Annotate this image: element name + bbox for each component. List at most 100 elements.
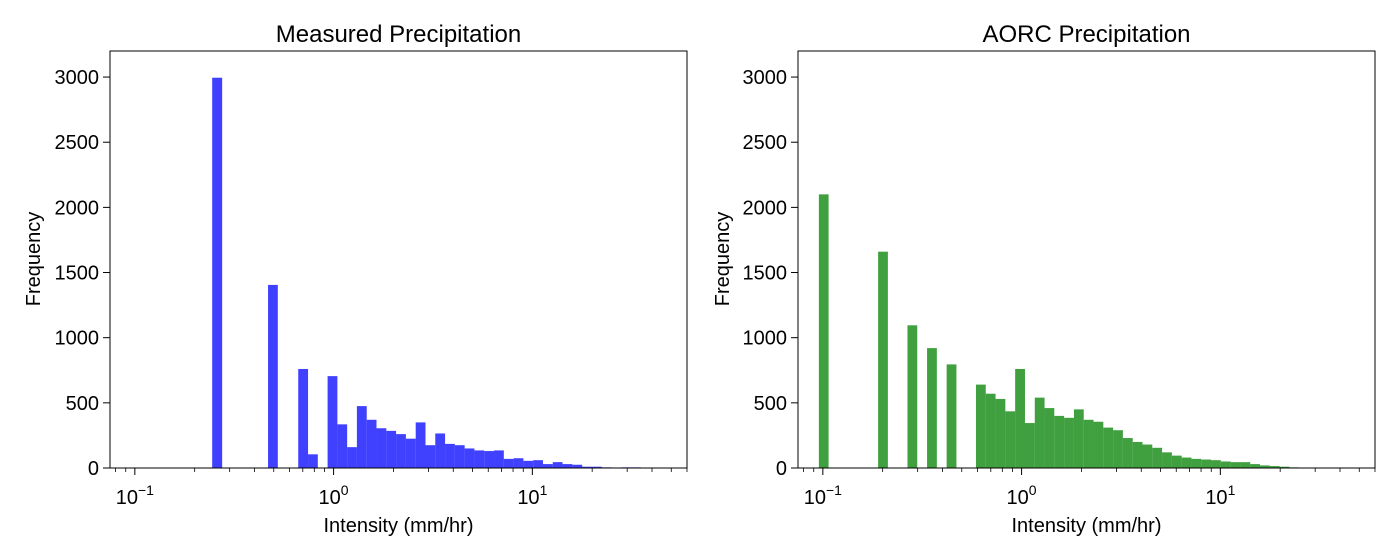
histogram-bar [1142, 444, 1153, 468]
y-tick-label: 1000 [55, 328, 100, 350]
histogram-bar [1152, 447, 1163, 468]
histogram-bar [1005, 411, 1016, 468]
bars [212, 77, 641, 469]
histogram-bar [298, 368, 309, 468]
histogram-bar [1034, 397, 1045, 468]
x-axis-label: Intensity (mm/hr) [1011, 515, 1161, 537]
histogram-bar [474, 450, 485, 468]
y-tick-label: 500 [66, 393, 99, 415]
y-axis-label: Frequency [23, 212, 45, 307]
x-tick-exponent: −1 [138, 482, 154, 498]
y-tick-label: 1000 [743, 328, 788, 350]
y-ticks: 0 500 1000 1500 2000 2500 3000 [743, 67, 798, 480]
histogram-bar [347, 447, 357, 468]
histogram-bar [907, 325, 918, 468]
x-tick-base: 10 [319, 487, 341, 509]
histogram-bar [308, 454, 318, 468]
histogram-bar [366, 419, 377, 468]
histogram-bar [1064, 417, 1074, 468]
x-axis-label: Intensity (mm/hr) [323, 515, 473, 537]
x-ticks: 10−1 100 101 [115, 468, 688, 509]
histogram-bar [1269, 466, 1280, 468]
x-tick-label: 100 [1007, 482, 1037, 509]
x-tick-label: 101 [1205, 482, 1235, 509]
histogram-bar [484, 451, 495, 468]
histogram-bar [1201, 459, 1212, 468]
x-tick-label: 100 [319, 482, 349, 509]
x-tick-exponent: 0 [1029, 482, 1037, 498]
y-tick-label: 1500 [743, 263, 788, 285]
histogram-bar [1260, 465, 1270, 468]
y-tick-label: 3000 [55, 67, 100, 89]
histogram-bar [356, 406, 367, 468]
x-tick-exponent: 1 [540, 482, 548, 498]
histogram-bar [327, 376, 338, 468]
histogram-bar [878, 251, 888, 468]
histogram-bar [1132, 441, 1143, 468]
histogram-bar [1015, 368, 1025, 468]
x-tick-label: 10−1 [116, 482, 154, 509]
histogram-bar [1279, 466, 1290, 468]
histogram-bar [454, 445, 465, 468]
x-tick-base: 10 [1007, 487, 1029, 509]
histogram-bar [1181, 457, 1192, 468]
x-tick-exponent: −1 [826, 482, 842, 498]
histogram-bar [396, 434, 406, 468]
x-tick-exponent: 0 [341, 482, 349, 498]
histogram-bar [927, 348, 937, 468]
histogram-bar [503, 458, 514, 468]
histogram-bar [1211, 460, 1221, 468]
histogram-bar [1230, 462, 1241, 468]
chart-title: Measured Precipitation [276, 21, 521, 48]
x-tick-base: 10 [517, 487, 539, 509]
histogram-bar [591, 466, 602, 468]
y-tick-label: 3000 [743, 67, 788, 89]
histogram-bar [1024, 423, 1035, 468]
histogram-bar [445, 443, 455, 468]
plot-frame [109, 50, 688, 469]
histogram-bar [337, 424, 348, 468]
histogram-bar [542, 464, 553, 468]
histogram-bar [818, 194, 829, 468]
y-ticks: 0 500 1000 1500 2000 2500 3000 [55, 67, 110, 480]
histogram-bar [1191, 458, 1202, 468]
histogram-bar [995, 398, 1006, 468]
histogram-bar [985, 393, 996, 468]
y-tick-label: 0 [88, 458, 99, 480]
histogram-bar [582, 466, 592, 468]
histogram-bar [212, 77, 223, 469]
histogram-bar [425, 445, 436, 468]
histogram-bar [513, 458, 524, 468]
y-axis-label: Frequency [712, 212, 734, 307]
histogram-bar [1240, 462, 1251, 468]
x-tick-base: 10 [1205, 487, 1227, 509]
x-tick-exponent: 1 [1228, 482, 1236, 498]
histogram-bar [1083, 419, 1094, 468]
histogram-bar [415, 422, 426, 468]
histogram-bar [1171, 455, 1182, 468]
y-tick-label: 2500 [55, 132, 100, 154]
histogram-bar [268, 284, 278, 468]
histogram-bar [523, 460, 534, 468]
y-tick-label: 2500 [743, 132, 788, 154]
histogram-bar [946, 364, 957, 468]
measured-precipitation-panel: Measured Precipitation Intensity (mm/hr)… [23, 21, 688, 537]
histogram-bar [494, 450, 504, 468]
y-tick-label: 2000 [743, 197, 788, 219]
histogram-bar [1044, 408, 1055, 468]
histogram-bar [405, 438, 416, 468]
x-tick-label: 101 [517, 482, 547, 509]
histogram-bar [533, 460, 543, 468]
histogram-bar [1220, 461, 1231, 468]
chart-title: AORC Precipitation [982, 21, 1190, 48]
histogram-bar [1054, 415, 1065, 469]
y-tick-label: 1500 [55, 263, 100, 285]
histogram-bar [572, 464, 583, 468]
histogram-bar [1073, 409, 1084, 468]
histogram-bar [562, 464, 573, 468]
y-tick-label: 2000 [55, 197, 100, 219]
histogram-bar [552, 462, 563, 468]
x-tick-base: 10 [804, 487, 826, 509]
x-tick-base: 10 [116, 487, 138, 509]
